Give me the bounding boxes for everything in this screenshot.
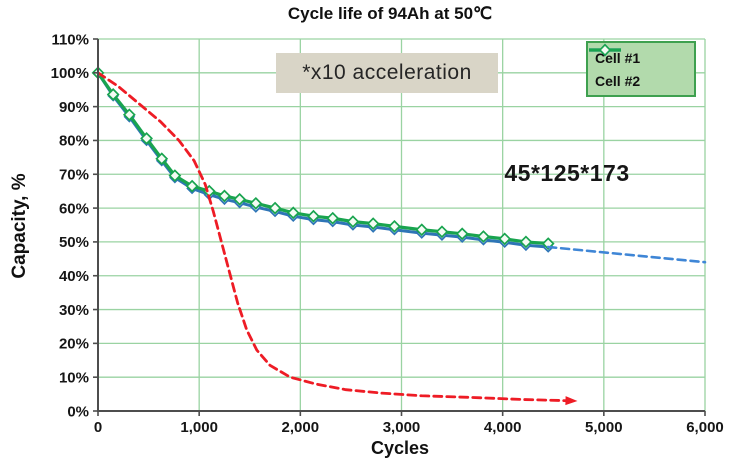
y-axis-title: Capacity, % xyxy=(9,173,30,279)
diamond-marker-icon xyxy=(286,206,300,220)
y-tick-label: 0% xyxy=(67,403,89,420)
y-tick-label: 30% xyxy=(59,302,89,319)
diamond-marker-icon xyxy=(326,211,340,225)
diamond-marker-icon xyxy=(477,230,490,243)
diamond-marker-icon xyxy=(155,152,169,166)
x-tick-label: 6,000 xyxy=(686,419,724,436)
diamond-marker-icon xyxy=(106,88,120,101)
y-tick-label: 110% xyxy=(51,31,89,48)
y-tick-label: 70% xyxy=(59,167,89,184)
y-tick-label: 90% xyxy=(59,99,89,116)
y-tick-label: 100% xyxy=(51,65,89,82)
x-tick-label: 5,000 xyxy=(585,419,623,436)
diamond-marker-icon xyxy=(140,132,153,145)
diamond-marker-icon xyxy=(249,196,263,210)
x-tick-label: 3,000 xyxy=(383,419,421,436)
annotation-acceleration: *x10 acceleration xyxy=(276,53,498,93)
diamond-marker-icon xyxy=(366,217,380,231)
diamond-marker-icon xyxy=(233,192,247,206)
y-tick-label: 20% xyxy=(59,336,89,353)
diamond-marker-icon xyxy=(435,225,449,239)
diamond-marker-icon xyxy=(541,237,555,251)
diamond-marker-icon xyxy=(346,215,360,229)
diamond-marker-icon xyxy=(185,179,199,193)
y-tick-label: 50% xyxy=(59,234,89,251)
legend-label-cell2: Cell #2 xyxy=(595,72,641,89)
series-x10-accelerated-test xyxy=(96,71,575,403)
y-tick-label: 40% xyxy=(59,268,89,285)
series-extrapolation xyxy=(546,245,707,264)
x-tick-label: 1,000 xyxy=(180,419,218,436)
diamond-marker-icon xyxy=(415,223,429,237)
x-tick-label: 2,000 xyxy=(282,419,320,436)
x-tick-label: 0 xyxy=(94,419,102,436)
diamond-marker-icon xyxy=(519,235,533,249)
diamond-marker-icon xyxy=(168,169,182,183)
diamond-marker-icon xyxy=(455,227,469,241)
y-tick-label: 80% xyxy=(59,133,89,150)
x-tick-label: 4,000 xyxy=(484,419,522,436)
y-tick-label: 10% xyxy=(59,369,89,386)
diamond-marker-icon xyxy=(268,201,282,215)
diamond-marker-icon xyxy=(307,209,320,223)
legend-item-cell2: Cell #2 xyxy=(589,43,690,89)
annotation-dimensions: 45*125*173 xyxy=(504,160,630,186)
diamond-marker-icon xyxy=(498,232,512,246)
diamond-marker-icon xyxy=(122,108,136,122)
y-tick-label: 60% xyxy=(59,200,89,217)
diamond-marker-icon xyxy=(388,219,401,233)
x-axis-title: Cycles xyxy=(370,438,430,458)
chart-title: Cycle life of 94Ah at 50℃ xyxy=(287,4,493,23)
diamond-marker-icon xyxy=(218,189,231,203)
arrowhead-icon xyxy=(565,396,578,406)
legend-swatch-icon xyxy=(589,43,621,57)
legend: Cell #1 Cell #2 xyxy=(586,41,696,97)
